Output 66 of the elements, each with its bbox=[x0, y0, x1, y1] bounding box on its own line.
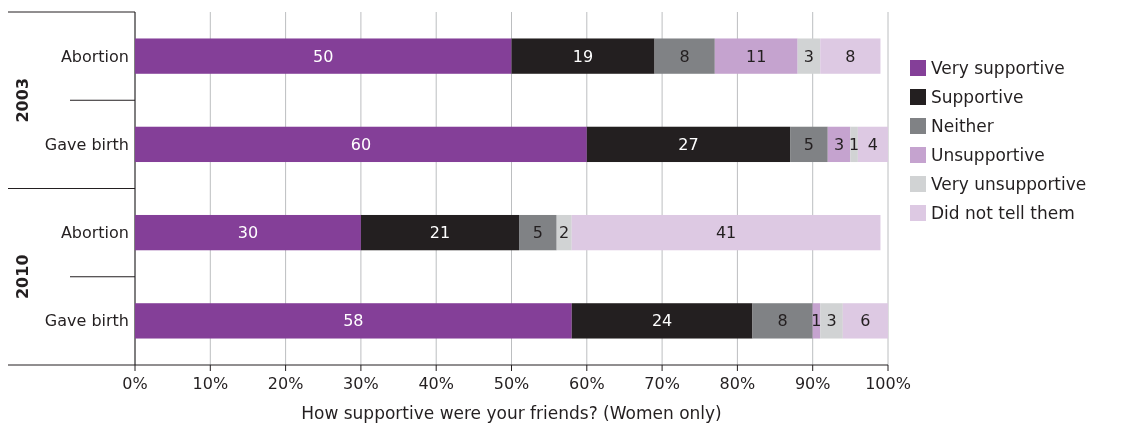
bar bbox=[135, 38, 512, 74]
x-tick-label: 40% bbox=[418, 374, 454, 393]
legend-label: Did not tell them bbox=[931, 202, 1075, 223]
text: 2010 bbox=[13, 254, 32, 300]
x-tick-label: 0% bbox=[122, 374, 148, 393]
x-tick-label: 90% bbox=[794, 374, 831, 393]
bar bbox=[857, 126, 888, 163]
data-label: 8 bbox=[845, 46, 856, 66]
data-label: 3 bbox=[803, 46, 815, 66]
data-label: 4 bbox=[867, 134, 879, 154]
data-label: 50 bbox=[313, 46, 334, 66]
bar bbox=[571, 303, 753, 339]
data-label: 8 bbox=[777, 311, 788, 331]
data-label: 2 bbox=[559, 223, 570, 243]
bar bbox=[820, 38, 881, 74]
data-label: 3 bbox=[833, 134, 845, 154]
bar bbox=[135, 126, 587, 163]
data-label: 1 bbox=[849, 134, 860, 154]
bar bbox=[654, 38, 715, 74]
bar bbox=[714, 38, 798, 74]
data-label: 58 bbox=[343, 311, 364, 331]
x-tick-label: 80% bbox=[719, 374, 756, 393]
bar bbox=[790, 126, 828, 163]
legend-label: Very supportive bbox=[931, 57, 1065, 78]
x-tick-label: 100% bbox=[865, 374, 911, 393]
y-tick-label: Abortion bbox=[60, 223, 129, 243]
data-label: 3 bbox=[826, 311, 837, 331]
legend-label: Unsupportive bbox=[931, 144, 1045, 165]
bar bbox=[586, 126, 791, 163]
legend-label: Very unsupportive bbox=[931, 173, 1087, 194]
data-label: 21 bbox=[429, 223, 451, 243]
data-label: 5 bbox=[803, 134, 815, 154]
legend-label: Supportive bbox=[931, 86, 1024, 107]
bar bbox=[571, 214, 881, 251]
x-tick-label: 30% bbox=[343, 374, 379, 393]
x-axis-title: How supportive were your friends? (Women only) bbox=[301, 403, 722, 423]
data-label: 30 bbox=[237, 223, 259, 243]
bar bbox=[135, 303, 572, 339]
bar bbox=[820, 303, 843, 339]
data-label: 60 bbox=[350, 134, 372, 154]
data-label: 1 bbox=[811, 311, 822, 331]
data-label: 24 bbox=[651, 311, 673, 331]
x-tick-label: 70% bbox=[644, 374, 680, 393]
text: 2003 bbox=[13, 77, 32, 123]
bar bbox=[511, 38, 655, 74]
data-label: 27 bbox=[678, 134, 699, 154]
y-tick-label: Abortion bbox=[60, 46, 129, 66]
bar bbox=[842, 303, 888, 339]
data-label: 6 bbox=[860, 311, 871, 331]
data-label: 11 bbox=[746, 46, 767, 66]
bar bbox=[752, 303, 813, 339]
x-tick-label: 20% bbox=[267, 374, 304, 393]
x-tick-label: 50% bbox=[493, 374, 530, 393]
data-label: 41 bbox=[715, 223, 737, 243]
bar bbox=[360, 214, 520, 251]
bar bbox=[519, 214, 557, 251]
data-label: 5 bbox=[532, 223, 543, 243]
y-tick-label: Gave birth bbox=[44, 311, 129, 331]
y-tick-label: Gave birth bbox=[44, 134, 129, 154]
bar bbox=[135, 214, 361, 251]
x-tick-label: 60% bbox=[569, 374, 605, 393]
legend-label: Neither bbox=[931, 115, 994, 136]
data-label: 19 bbox=[572, 46, 594, 66]
x-tick-label: 10% bbox=[192, 374, 229, 393]
data-label: 8 bbox=[679, 46, 690, 66]
bar bbox=[797, 38, 821, 74]
